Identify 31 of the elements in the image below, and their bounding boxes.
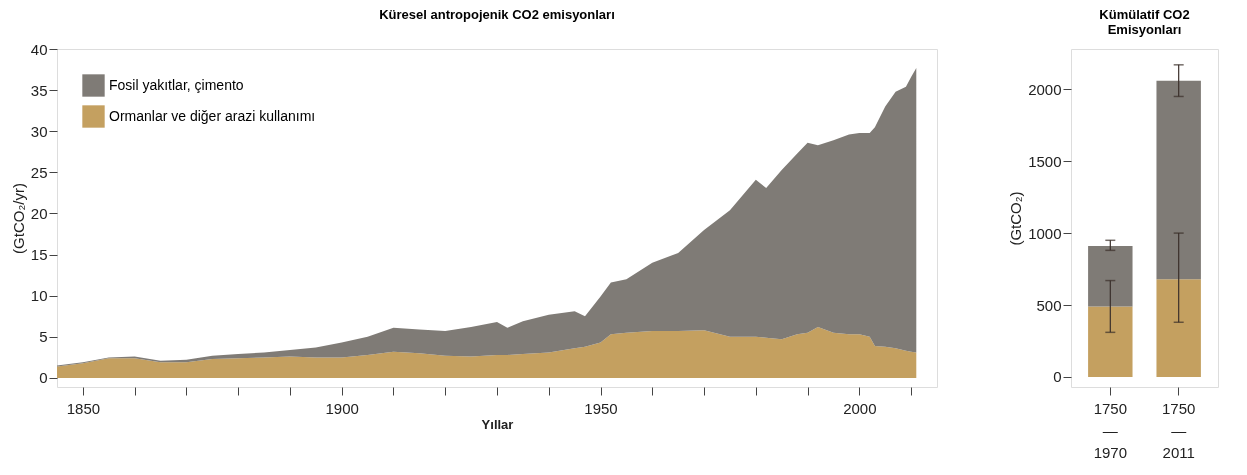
y-tick-label: 1000 (1028, 224, 1062, 242)
y-tick-label: 10 (30, 287, 48, 305)
y-tick-label: 20 (30, 204, 48, 222)
legend-label: Fosil yakıtlar, çimento (109, 76, 244, 93)
chart-title: Kümülatif CO2 Emisyonları (1099, 7, 1190, 37)
y-tick-label: 35 (30, 81, 48, 99)
x-axis-title: Yıllar (481, 416, 514, 432)
bar (1156, 80, 1201, 280)
y-tick-label: 0 (39, 369, 48, 387)
y-tick-label: 25 (30, 163, 48, 181)
y-tick-label: 0 (1053, 368, 1062, 386)
y-tick-label: 40 (30, 40, 48, 58)
x-tick-label: 1750 — 1970 (1093, 399, 1127, 461)
y-axis-title: (GtCO₂) (1007, 191, 1025, 246)
x-tick-label: 1950 (584, 399, 618, 417)
y-tick-label: 30 (30, 122, 48, 140)
y-axis-title: (GtCO₂/yr) (9, 183, 27, 254)
bar (1156, 279, 1201, 377)
bar (1088, 306, 1133, 377)
x-tick-label: 2000 (843, 399, 877, 417)
chart-title: Küresel antropojenik CO2 emisyonları (379, 7, 615, 22)
x-tick-label: 1900 (325, 399, 359, 417)
legend-label: Ormanlar ve diğer arazi kullanımı (109, 107, 316, 124)
bar (1088, 246, 1133, 307)
x-tick-label: 1850 (66, 399, 101, 417)
x-tick-label: 1750 — 2011 (1162, 399, 1196, 461)
y-tick-label: 2000 (1028, 80, 1062, 98)
y-tick-label: 1500 (1028, 152, 1062, 170)
y-tick-label: 5 (39, 328, 48, 346)
y-tick-label: 15 (30, 246, 48, 264)
y-tick-label: 500 (1036, 296, 1062, 314)
